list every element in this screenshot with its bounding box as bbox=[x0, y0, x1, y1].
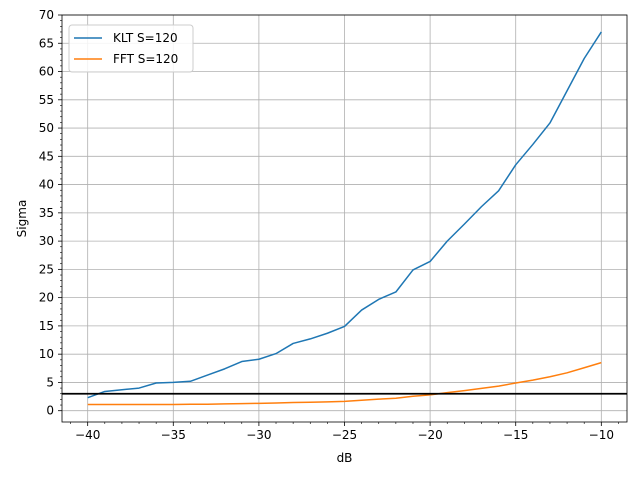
series-line-fft bbox=[87, 361, 602, 406]
x-tick-label: −30 bbox=[246, 428, 271, 442]
y-tick-label: 65 bbox=[39, 36, 54, 50]
x-tick-label: −35 bbox=[161, 428, 186, 442]
y-tick-label: 0 bbox=[46, 404, 54, 418]
series-lines bbox=[87, 31, 602, 406]
legend: KLT S=120 FFT S=120 bbox=[68, 24, 194, 73]
y-tick-label: 30 bbox=[39, 234, 54, 248]
x-tick-label: −15 bbox=[503, 428, 528, 442]
y-tick-label: 35 bbox=[39, 206, 54, 220]
y-tick-label: 20 bbox=[39, 291, 54, 305]
legend-box bbox=[68, 24, 194, 73]
y-tick-label: 40 bbox=[39, 178, 54, 192]
legend-label-klt: KLT S=120 bbox=[113, 31, 178, 45]
legend-label-fft: FFT S=120 bbox=[113, 52, 178, 66]
y-tick-label: 25 bbox=[39, 262, 54, 276]
x-tick-label: −20 bbox=[417, 428, 442, 442]
y-tick-label: 10 bbox=[39, 347, 54, 361]
y-tick-label: 5 bbox=[46, 375, 54, 389]
y-tick-label: 45 bbox=[39, 149, 54, 163]
y-tick-label: 50 bbox=[39, 121, 54, 135]
x-axis-label: dB bbox=[337, 451, 353, 465]
axis-ticks: −40 −35 −30 −25 −20 −15 −10 0 5 10 15 20 25 30 35 40 45 5… bbox=[39, 8, 619, 442]
y-tick-label: 15 bbox=[39, 319, 54, 333]
x-tick-label: −10 bbox=[589, 428, 614, 442]
x-tick-label: −25 bbox=[332, 428, 357, 442]
series-line-klt bbox=[87, 31, 602, 399]
y-tick-label: 55 bbox=[39, 93, 54, 107]
y-axis-label: Sigma bbox=[15, 200, 29, 238]
y-tick-label: 60 bbox=[39, 65, 54, 79]
x-tick-label: −40 bbox=[75, 428, 100, 442]
y-tick-label: 70 bbox=[39, 8, 54, 22]
